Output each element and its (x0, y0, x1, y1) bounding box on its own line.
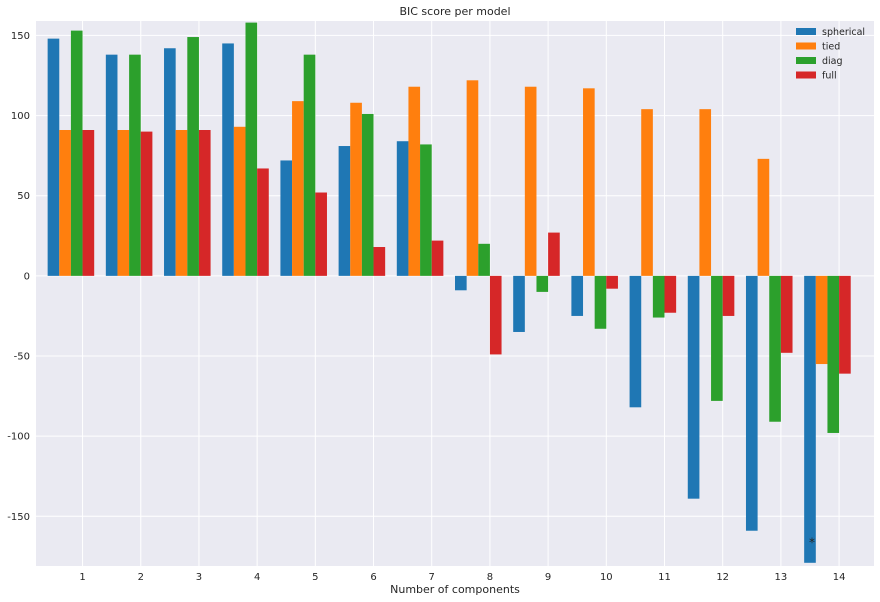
legend-swatch-diag (796, 57, 816, 64)
y-tick-label: -150 (7, 512, 30, 523)
legend-label-full: full (822, 71, 837, 82)
bars (47, 22, 851, 563)
y-tick-label: 0 (24, 271, 30, 282)
bar-spherical-1 (47, 38, 60, 276)
bar-tied-13 (757, 158, 770, 276)
bar-diag-14 (827, 275, 840, 433)
bar-spherical-11 (629, 275, 642, 408)
bar-full-14 (839, 275, 851, 374)
legend-label-spherical: spherical (822, 27, 865, 38)
bar-full-9 (548, 232, 560, 276)
bar-tied-14 (815, 275, 828, 365)
x-tick-label: 5 (312, 572, 318, 583)
bar-spherical-4 (222, 43, 234, 276)
y-tick-label: 50 (17, 191, 30, 202)
bar-tied-2 (117, 130, 130, 276)
x-tick-label: 3 (196, 572, 202, 583)
y-tick-label: 150 (11, 31, 30, 42)
x-tick-label: 12 (716, 572, 729, 583)
y-tick-label: -50 (14, 352, 30, 363)
bar-spherical-5 (280, 160, 293, 276)
bar-tied-6 (350, 102, 362, 276)
bar-spherical-12 (687, 275, 700, 499)
x-tick-label: 9 (545, 572, 551, 583)
bar-diag-8 (478, 243, 490, 276)
legend-swatch-full (796, 71, 816, 79)
x-tick-label: 2 (138, 572, 144, 583)
x-tick-label: 6 (370, 572, 376, 583)
bar-spherical-7 (396, 141, 409, 276)
bar-diag-3 (187, 37, 199, 276)
bar-full-10 (606, 275, 618, 289)
bar-tied-11 (641, 109, 653, 276)
bar-tied-5 (292, 101, 304, 276)
bar-full-1 (82, 130, 95, 276)
x-tick-label: 7 (429, 572, 435, 583)
bar-full-12 (722, 275, 735, 316)
x-tick-label: 4 (254, 572, 260, 583)
bar-spherical-2 (105, 54, 118, 276)
bar-tied-8 (466, 80, 479, 276)
bar-tied-1 (59, 130, 71, 276)
annotations: * (809, 535, 815, 549)
legend-swatch-tied (796, 42, 816, 50)
bar-diag-12 (711, 275, 723, 401)
x-axis-label: Number of components (390, 583, 520, 596)
bar-diag-2 (129, 54, 141, 276)
x-tick-label: 14 (833, 572, 846, 583)
bar-full-7 (431, 240, 444, 276)
bar-tied-4 (233, 126, 246, 276)
x-tick-label: 13 (775, 572, 788, 583)
bar-spherical-3 (164, 48, 176, 276)
bar-full-6 (373, 247, 386, 276)
bar-tied-10 (583, 88, 595, 276)
chart-title: BIC score per model (399, 5, 510, 18)
y-tick-label: 100 (11, 111, 30, 122)
bar-diag-7 (420, 144, 432, 276)
bar-full-4 (257, 168, 269, 276)
legend-label-diag: diag (822, 56, 843, 67)
x-tick-label: 8 (487, 572, 493, 583)
legend-swatch-spherical (796, 28, 816, 35)
bar-full-8 (489, 275, 502, 355)
bar-spherical-13 (745, 275, 758, 531)
bar-spherical-14 (804, 275, 816, 563)
bar-diag-9 (536, 275, 549, 292)
bar-full-5 (315, 192, 327, 276)
bar-spherical-8 (455, 275, 467, 291)
bar-full-11 (664, 275, 677, 313)
bar-diag-5 (303, 54, 316, 276)
y-tick-label: -100 (7, 432, 30, 443)
bar-tied-3 (175, 130, 188, 276)
bar-spherical-10 (571, 275, 584, 316)
bar-tied-9 (524, 86, 537, 276)
legend: spherical tied diag full (796, 27, 865, 82)
bar-full-2 (140, 131, 153, 276)
x-tick-label: 11 (658, 572, 671, 583)
bar-tied-12 (699, 109, 712, 276)
bar-diag-10 (594, 275, 607, 329)
bar-spherical-9 (513, 275, 525, 332)
bar-diag-6 (361, 113, 374, 276)
legend-label-tied: tied (822, 42, 840, 53)
annotation-star: * (809, 535, 815, 549)
bar-tied-7 (408, 86, 421, 276)
bar-diag-1 (70, 30, 83, 276)
x-tick-label: 1 (79, 572, 85, 583)
bar-diag-4 (245, 22, 258, 276)
bar-diag-11 (652, 275, 665, 318)
bar-diag-13 (769, 275, 781, 422)
bar-full-13 (780, 275, 793, 353)
x-tick-label: 10 (600, 572, 613, 583)
bar-spherical-6 (338, 146, 351, 276)
bar-full-3 (198, 130, 211, 276)
